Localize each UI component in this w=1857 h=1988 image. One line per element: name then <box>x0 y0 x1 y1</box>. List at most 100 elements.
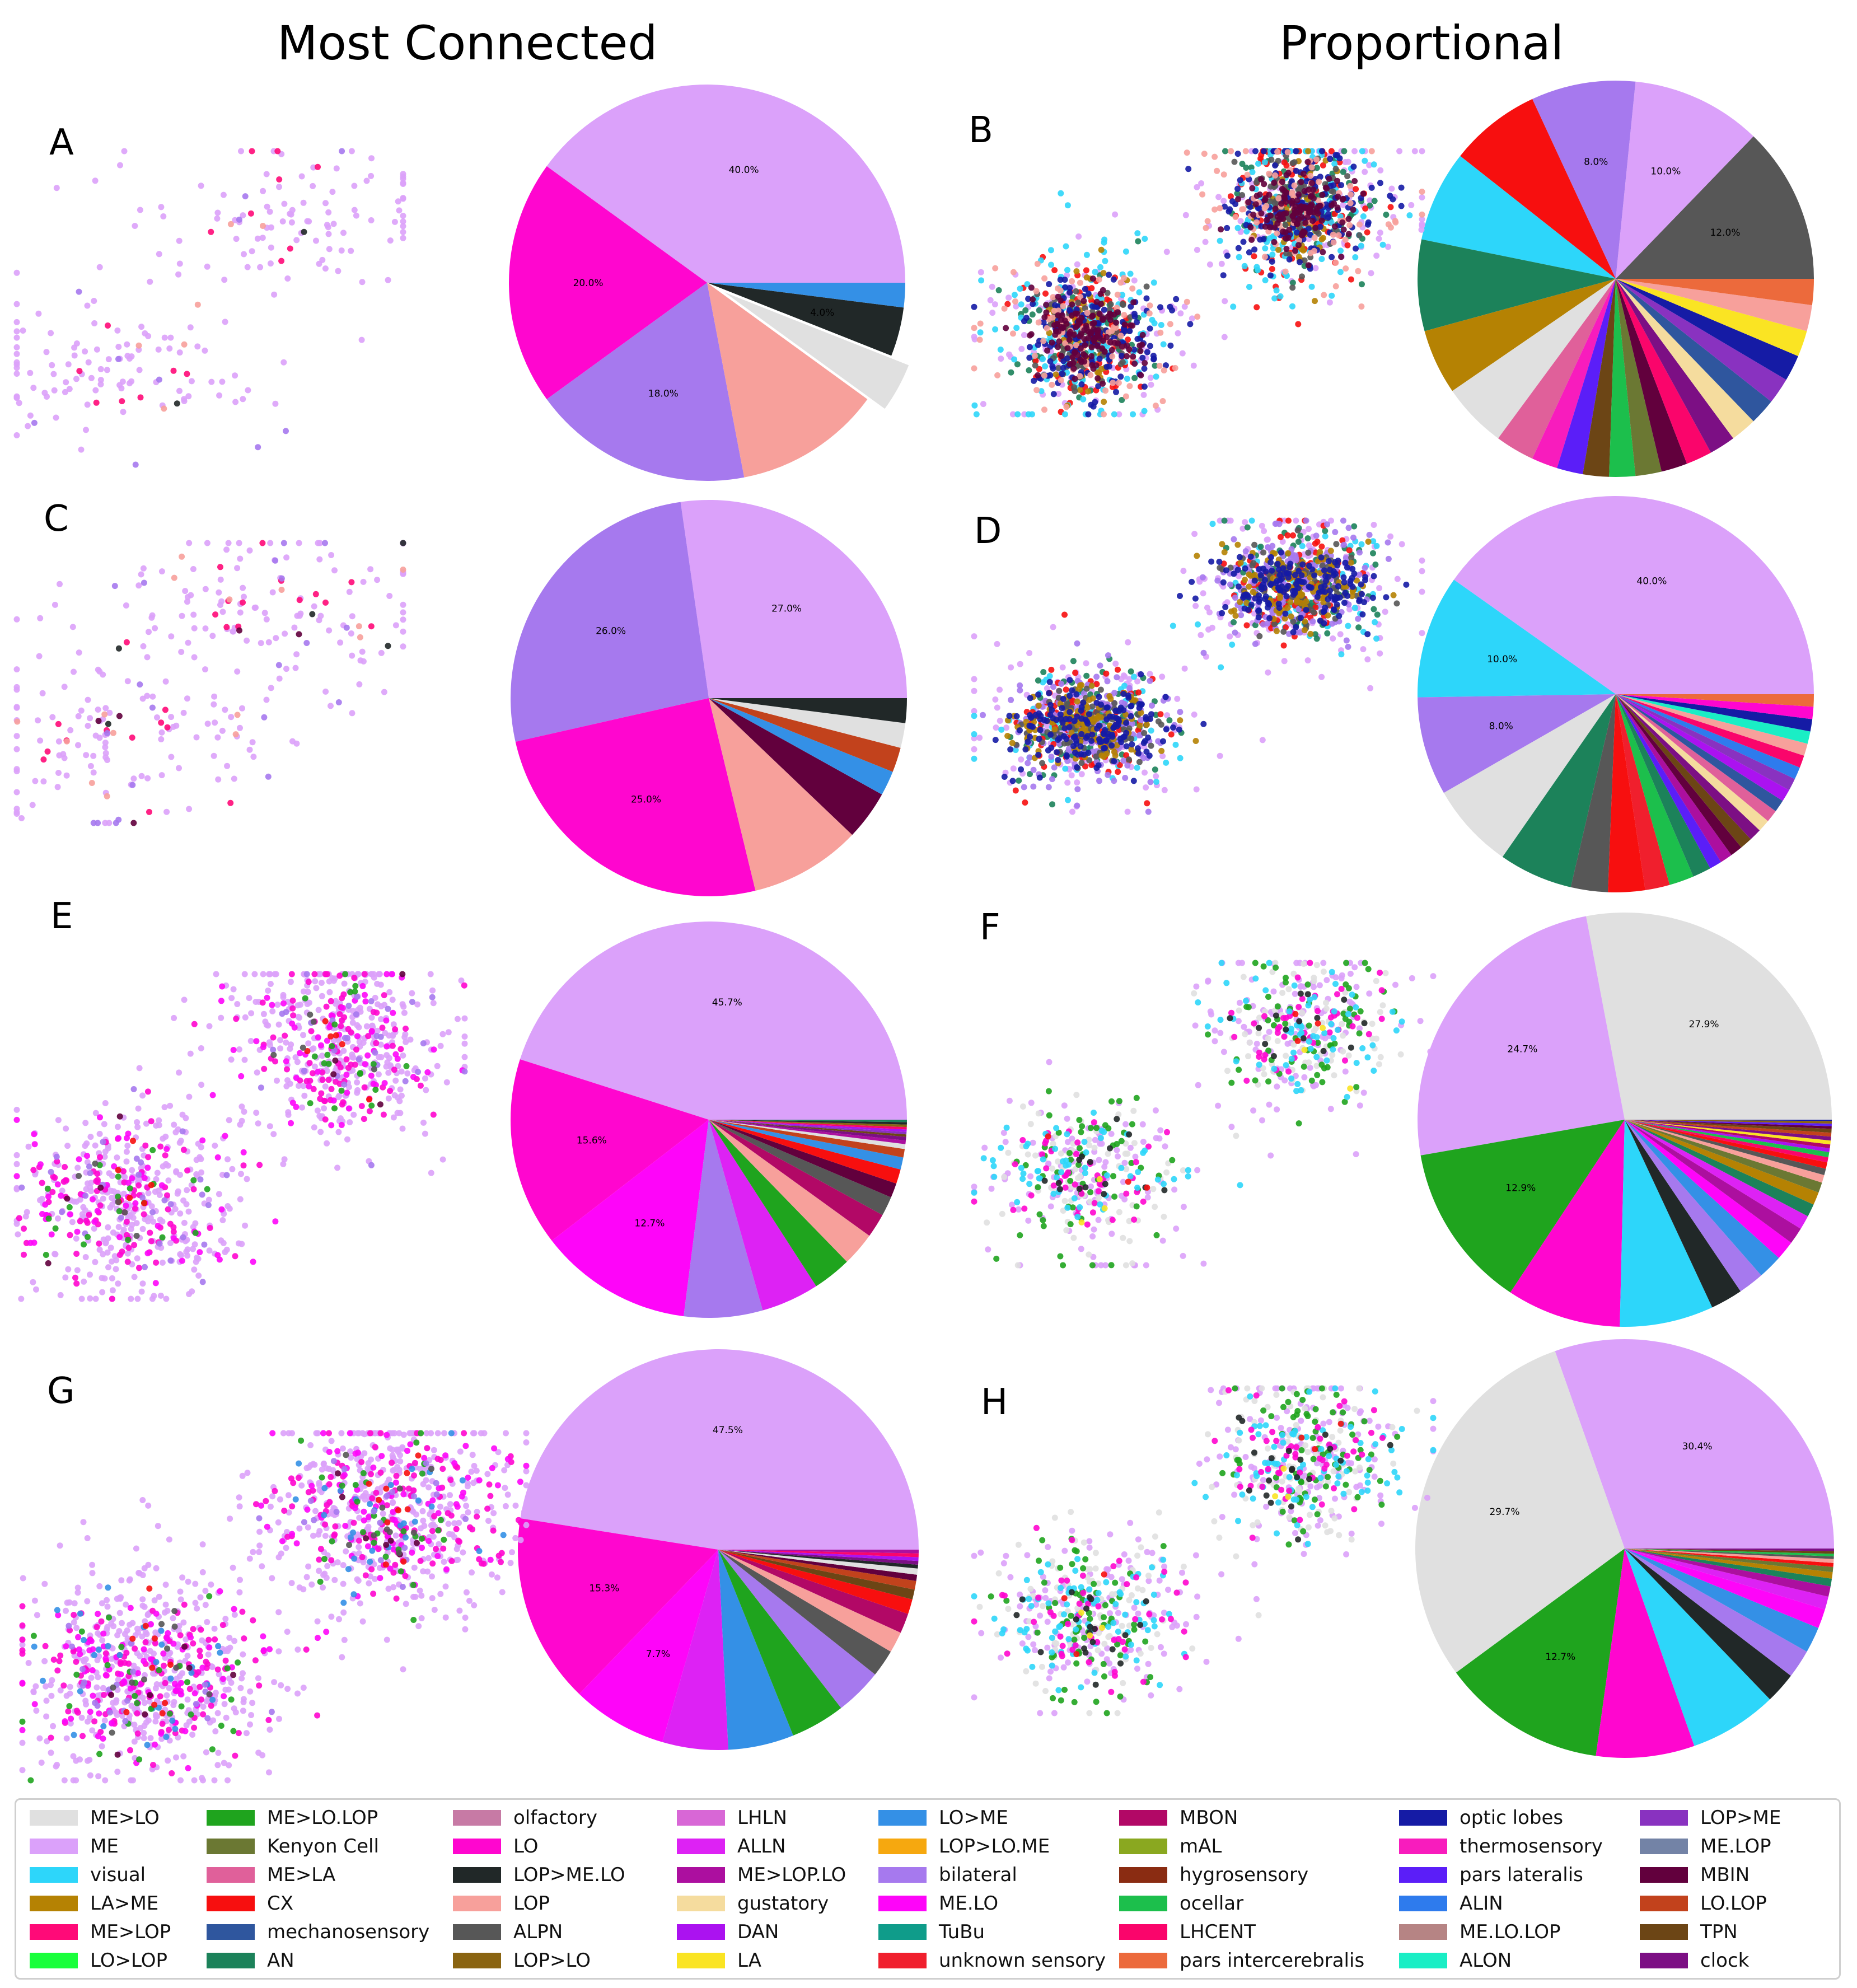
scatter-point-e <box>376 971 383 977</box>
scatter-point-a <box>245 387 251 394</box>
scatter-point-b <box>1036 366 1042 372</box>
scatter-point-d <box>1040 669 1047 675</box>
scatter-point-a <box>62 389 68 395</box>
scatter-point-b <box>1126 346 1133 353</box>
scatter-point-d <box>1117 704 1124 711</box>
scatter-point-e <box>81 1278 87 1285</box>
scatter-point-b <box>1150 279 1157 286</box>
scatter-point-d <box>1078 751 1084 757</box>
scatter-point-b <box>1373 252 1380 259</box>
scatter-point-b <box>1411 148 1418 155</box>
scatter-point-d <box>1297 532 1304 539</box>
scatter-point-d <box>1143 721 1150 728</box>
scatter-point-d <box>1125 639 1131 645</box>
scatter-point-e <box>156 1122 162 1129</box>
scatter-point-d <box>1267 559 1274 566</box>
scatter-point-d <box>1074 802 1080 809</box>
scatter-point-d <box>1123 719 1130 726</box>
scatter-point-b <box>1340 202 1346 208</box>
pie-slice-b-1 <box>1616 81 1754 279</box>
scatter-point-c <box>216 589 222 596</box>
scatter-point-a <box>41 390 48 396</box>
scatter-point-b <box>992 326 999 333</box>
scatter-point-b <box>1082 286 1088 292</box>
scatter-point-d <box>1111 749 1117 755</box>
scatter-point-b <box>1074 261 1080 268</box>
scatter-point-d <box>1037 727 1044 733</box>
scatter-point-b <box>1135 238 1142 245</box>
scatter-point-b <box>1246 249 1252 256</box>
scatter-point-c <box>278 587 285 593</box>
scatter-point-b <box>1147 375 1154 381</box>
scatter-point-e <box>427 971 434 977</box>
scatter-point-b <box>1377 230 1383 236</box>
scatter-point-d <box>1325 573 1331 580</box>
scatter-point-b <box>1358 242 1364 249</box>
scatter-point-b <box>1341 148 1348 155</box>
scatter-point-d <box>1064 779 1071 786</box>
scatter-point-c <box>67 727 74 733</box>
scatter-point-d <box>1060 695 1067 702</box>
scatter-point-d <box>1236 554 1243 560</box>
scatter-point-d <box>1021 784 1027 790</box>
scatter-point-c <box>55 721 62 727</box>
scatter-point-b <box>1239 161 1246 167</box>
scatter-point-d <box>1219 610 1225 616</box>
scatter-point-d <box>1128 703 1135 709</box>
scatter-point-b <box>1156 362 1163 369</box>
scatter-point-b <box>1319 191 1326 198</box>
scatter-point-e <box>445 1029 452 1036</box>
scatter-point-e <box>190 1246 196 1252</box>
scatter-point-e <box>400 1003 407 1010</box>
scatter-point-b <box>1115 340 1121 347</box>
scatter-point-d <box>1348 559 1354 566</box>
scatter-point-c <box>316 556 323 563</box>
scatter-point-b <box>1088 401 1094 408</box>
scatter-point-d <box>1248 601 1255 608</box>
scatter-point-a <box>13 371 20 377</box>
scatter-point-e <box>368 1014 375 1021</box>
scatter-point-b <box>1036 307 1042 314</box>
scatter-point-a <box>208 228 214 235</box>
scatter-point-d <box>1326 558 1332 564</box>
scatter-point-c <box>204 540 211 546</box>
scatter-point-b <box>1117 361 1124 367</box>
scatter-point-b <box>1284 149 1291 156</box>
scatter-point-a <box>353 212 359 219</box>
scatter-point-e <box>52 1251 59 1257</box>
scatter-point-c <box>263 696 270 703</box>
scatter-point-c <box>85 696 91 703</box>
pie-chart-d: 40.0%10.0%8.0% <box>1417 495 1814 892</box>
scatter-point-b <box>1080 396 1087 403</box>
scatter-point-b <box>1227 193 1234 200</box>
scatter-point-a <box>266 208 273 215</box>
scatter-point-d <box>1383 594 1390 601</box>
scatter-point-a <box>97 366 104 372</box>
scatter-point-d <box>1200 590 1206 597</box>
scatter-point-d <box>1345 643 1351 650</box>
scatter-point-b <box>1113 319 1120 326</box>
scatter-point-c <box>348 630 354 637</box>
scatter-point-c <box>202 625 209 632</box>
scatter-point-b <box>1044 347 1051 354</box>
scatter-point-b <box>1055 344 1061 350</box>
scatter-point-e <box>154 1170 161 1176</box>
scatter-point-c <box>237 724 243 731</box>
scatter-point-b <box>1326 299 1333 306</box>
pie-slice-b-17 <box>1616 279 1754 438</box>
scatter-point-b <box>1312 224 1319 231</box>
scatter-point-b <box>1194 314 1201 320</box>
scatter-point-c <box>78 707 85 714</box>
scatter-point-e <box>99 1289 106 1295</box>
scatter-point-b <box>1419 211 1425 218</box>
scatter-point-e <box>284 1077 291 1084</box>
scatter-point-b <box>1050 365 1056 372</box>
scatter-point-c <box>154 714 160 721</box>
scatter-point-d <box>1268 581 1275 587</box>
scatter-point-e <box>461 1033 468 1040</box>
scatter-point-d <box>1223 567 1229 574</box>
scatter-point-d <box>1074 764 1080 770</box>
scatter-point-d <box>1249 562 1256 569</box>
scatter-point-d <box>1084 720 1091 727</box>
scatter-point-c <box>75 742 81 749</box>
